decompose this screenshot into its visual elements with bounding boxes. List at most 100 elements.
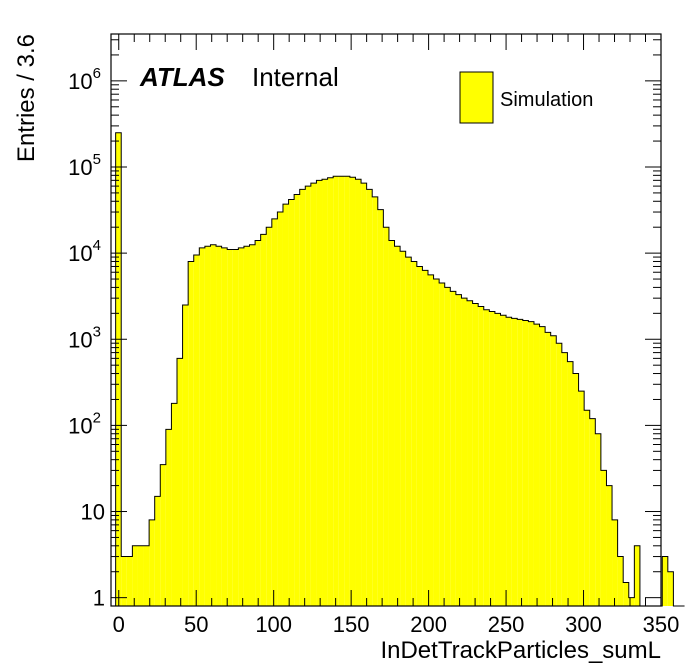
histogram-bin (533, 324, 540, 606)
histogram-bin (667, 571, 674, 606)
histogram-bin (177, 358, 183, 606)
histogram-bin (238, 247, 244, 606)
histogram-bin (483, 309, 490, 606)
y-tick-label: 104 (68, 237, 101, 266)
x-tick-label: 0 (113, 612, 125, 637)
histogram-bin (266, 227, 272, 606)
histogram-bin (567, 361, 573, 606)
histogram-bin (561, 352, 568, 606)
histogram-bin (606, 485, 613, 606)
histogram-bin (232, 249, 239, 606)
histogram-bin (160, 464, 166, 606)
y-tick-label: 1 (93, 586, 105, 611)
x-tick-label: 350 (643, 612, 680, 637)
histogram-bin (517, 319, 523, 606)
histogram-bin (623, 582, 629, 606)
histogram-bin (522, 320, 529, 606)
histogram-bin (416, 266, 423, 606)
histogram-bin (500, 315, 507, 606)
histogram-bin (115, 132, 122, 606)
histogram-bin (126, 556, 133, 606)
histogram-bin (288, 199, 295, 606)
y-tick-label: 10 (81, 500, 105, 525)
histogram-bin (271, 218, 278, 606)
histogram-bin (450, 291, 456, 606)
histogram-bin (322, 179, 328, 606)
histogram-bin (372, 196, 378, 606)
x-tick-label: 200 (410, 612, 447, 637)
histogram-bin (427, 274, 434, 606)
histogram-bin (338, 176, 345, 606)
histogram-bin (584, 410, 590, 606)
x-tick-label: 300 (565, 612, 602, 637)
histogram-bin (366, 189, 373, 606)
histogram-bin (433, 279, 440, 606)
legend-label-simulation: Simulation (500, 89, 593, 111)
histogram-bin (489, 311, 495, 606)
histogram-bin (327, 177, 334, 607)
histogram-bin (193, 255, 200, 606)
histogram-bin (422, 270, 428, 606)
ticks-layer (111, 34, 662, 606)
x-tick-label: 100 (255, 612, 292, 637)
histogram-bin (210, 244, 217, 606)
histogram-bin (578, 391, 585, 606)
histogram-bin (467, 300, 473, 606)
histogram-bin (595, 433, 601, 606)
histogram-bin (310, 183, 317, 607)
histogram-bin (282, 204, 289, 606)
histogram-bin (539, 326, 546, 606)
histogram-bin (461, 298, 468, 606)
histogram-bin (132, 545, 138, 606)
histogram-bin (400, 251, 406, 606)
histogram-bin (137, 545, 144, 606)
histogram-bin (472, 303, 479, 606)
histogram-bin (388, 240, 395, 606)
y-tick-label: 103 (68, 323, 101, 352)
histogram-bin (506, 317, 512, 606)
histogram-bin (556, 343, 562, 606)
histogram-bin (600, 470, 607, 606)
histogram-bin (171, 403, 177, 606)
y-tick-label: 106 (68, 65, 101, 94)
histogram-bin (143, 545, 150, 606)
histogram-bin (227, 249, 233, 606)
histogram-bin (361, 183, 367, 607)
histogram-bin (545, 332, 551, 606)
legend-swatch-simulation (459, 71, 494, 124)
histogram-bin (455, 294, 462, 606)
histogram-bin (294, 194, 300, 606)
histogram-bin (149, 519, 155, 606)
histogram-bin (612, 519, 618, 606)
histogram-bin (255, 240, 261, 606)
histogram-outline (115, 132, 685, 607)
histogram-bin (316, 180, 323, 606)
histogram-bin (299, 189, 306, 606)
histogram-bin (349, 177, 356, 606)
histogram-bin (182, 304, 189, 606)
histogram-bin (154, 496, 161, 606)
y-tick-label: 105 (68, 151, 101, 180)
x-tick-label: 50 (184, 612, 208, 637)
histogram-bin (221, 247, 228, 606)
histogram-bin (528, 321, 534, 606)
histogram-bin (249, 244, 256, 606)
histogram-bin (216, 246, 222, 606)
histogram-bin (405, 257, 412, 606)
histogram-layer (115, 132, 685, 607)
histogram-bin (662, 556, 668, 606)
histogram-bin (511, 318, 518, 606)
histogram-bin (634, 545, 640, 606)
y-axis-label: Entries / 3.6 (13, 34, 40, 162)
internal-label: Internal (252, 62, 339, 92)
histogram-bin (344, 176, 350, 606)
histogram-bin (439, 282, 445, 606)
histogram-bin (243, 246, 250, 606)
histogram-bin (333, 176, 339, 606)
histogram-bin (383, 227, 389, 606)
histogram-bin (188, 261, 194, 606)
histogram-bin (394, 246, 401, 606)
histogram-bin (204, 246, 211, 606)
histogram-bin (165, 429, 172, 606)
